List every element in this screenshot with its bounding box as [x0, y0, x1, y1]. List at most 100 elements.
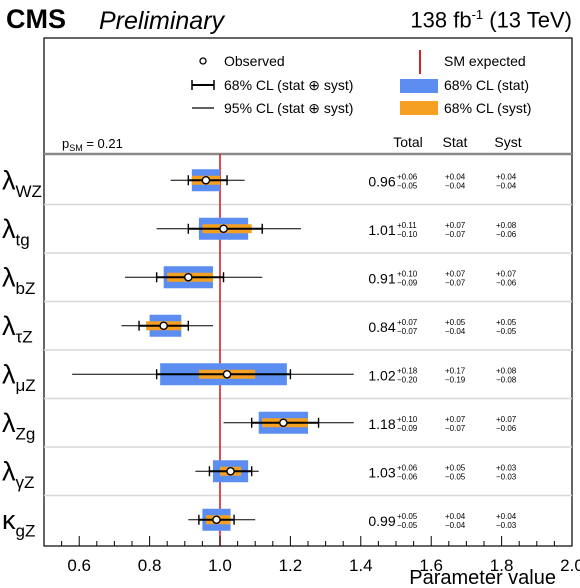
- x-tick-label: 0.8: [138, 556, 162, 575]
- stat-err-down: −0.04: [445, 521, 466, 530]
- total-err-down: −0.06: [397, 472, 418, 481]
- stat-err-up: +0.17: [445, 366, 466, 375]
- parameter-row-μz: λμZ 1.02 +0.18−0.20 +0.17−0.19 +0.08−0.08: [2, 359, 517, 395]
- x-tick-label: 2.0: [560, 556, 580, 575]
- total-err-down: −0.07: [397, 327, 418, 336]
- syst-err-up: +0.07: [496, 269, 517, 278]
- stat-err-up: +0.05: [445, 463, 466, 472]
- x-tick-label: 1.0: [208, 556, 232, 575]
- syst-err-down: −0.06: [496, 278, 517, 287]
- stat-err-up: +0.04: [445, 172, 466, 181]
- syst-err-down: −0.04: [496, 181, 517, 190]
- observed-point: [212, 515, 221, 525]
- total-value: 0.91: [368, 270, 395, 286]
- syst-err-down: −0.06: [496, 424, 517, 433]
- total-value: 1.18: [368, 416, 395, 432]
- stat-err-down: −0.07: [445, 230, 466, 239]
- stat-err-up: +0.04: [445, 512, 466, 521]
- parameter-label: λτZ: [2, 311, 33, 347]
- x-axis-title: Parameter value: [409, 567, 556, 588]
- legend-observed-marker: [199, 57, 207, 65]
- observed-point: [222, 369, 232, 379]
- legend-cl68-label: 68% CL (stat ⊕ syst): [224, 77, 353, 93]
- lumi-value: 138 fb: [410, 7, 472, 33]
- total-err-down: −0.09: [397, 278, 418, 287]
- total-value: 1.02: [368, 367, 395, 383]
- parameter-label: λγZ: [2, 456, 34, 492]
- total-err-up: +0.18: [397, 366, 418, 375]
- legend-stat-swatch: [400, 79, 438, 93]
- stat-err-down: −0.19: [445, 375, 466, 384]
- stat-err-up: +0.07: [445, 221, 466, 230]
- total-err-up: +0.10: [397, 415, 418, 424]
- status-label: Preliminary: [99, 7, 225, 35]
- syst-err-up: +0.03: [496, 463, 517, 472]
- experiment-label: CMS: [6, 4, 66, 34]
- lumi-label: 138 fb-1 (13 TeV): [410, 7, 572, 33]
- parameter-label: λtg: [2, 214, 30, 250]
- lumi-exponent: -1: [471, 7, 484, 22]
- parameter-row-tg: λtg 1.01 +0.11−0.10 +0.07−0.07 +0.08−0.06: [2, 214, 517, 250]
- observed-point: [219, 224, 228, 234]
- observed-point: [201, 175, 211, 185]
- stat-err-down: −0.04: [445, 327, 466, 336]
- column-total-header: Total: [393, 134, 423, 150]
- legend-stat-label: 68% CL (stat): [444, 77, 529, 93]
- observed-point: [184, 272, 193, 282]
- total-value: 0.96: [368, 173, 395, 189]
- legend-sm-label: SM expected: [444, 53, 526, 69]
- total-value: 0.84: [368, 319, 395, 335]
- x-tick-label: 0.6: [67, 556, 91, 575]
- x-tick-label: 1.4: [349, 556, 373, 575]
- stat-err-down: −0.05: [445, 472, 466, 481]
- total-err-up: +0.07: [397, 318, 418, 327]
- syst-err-down: −0.08: [496, 375, 517, 384]
- stat-err-down: −0.04: [445, 181, 466, 190]
- stat-err-down: −0.07: [445, 424, 466, 433]
- syst-err-up: +0.05: [496, 318, 517, 327]
- total-err-up: +0.06: [397, 172, 418, 181]
- total-value: 1.01: [368, 222, 395, 238]
- total-value: 0.99: [368, 513, 395, 529]
- observed-point: [159, 321, 168, 331]
- x-tick-label: 1.8: [490, 556, 514, 575]
- parameter-label: λWZ: [2, 165, 42, 201]
- column-headers: pSM = 0.21 Total Stat Syst: [62, 134, 522, 153]
- column-syst-header: Syst: [494, 134, 521, 150]
- total-err-down: −0.10: [397, 230, 418, 239]
- total-err-down: −0.05: [397, 521, 418, 530]
- x-tick-label: 1.6: [419, 556, 443, 575]
- parameter-row-γz: λγZ 1.03 +0.06−0.06 +0.05−0.05 +0.03−0.03: [2, 456, 517, 492]
- syst-err-up: +0.04: [496, 172, 517, 181]
- legend-observed-label: Observed: [224, 53, 285, 69]
- stat-err-up: +0.07: [445, 415, 466, 424]
- syst-err-up: +0.08: [496, 221, 517, 230]
- column-stat-header: Stat: [443, 134, 468, 150]
- legend-syst-swatch: [400, 101, 438, 115]
- legend-syst-label: 68% CL (syst): [444, 100, 531, 116]
- syst-err-down: −0.03: [496, 521, 517, 530]
- parameter-label: λZg: [2, 408, 35, 444]
- psm-label: pSM = 0.21: [62, 136, 123, 153]
- total-value: 1.03: [368, 464, 395, 480]
- observed-point: [226, 466, 235, 476]
- legend-cl95-label: 95% CL (stat ⊕ syst): [224, 100, 353, 116]
- total-err-up: +0.11: [397, 221, 417, 230]
- x-tick-label: 1.2: [279, 556, 303, 575]
- stat-err-up: +0.05: [445, 318, 466, 327]
- total-err-down: −0.05: [397, 181, 418, 190]
- syst-err-up: +0.08: [496, 366, 517, 375]
- stat-err-down: −0.07: [445, 278, 466, 287]
- syst-err-up: +0.04: [496, 512, 517, 521]
- energy-value: (13 TeV): [489, 7, 572, 33]
- syst-err-down: −0.05: [496, 327, 517, 336]
- stat-err-up: +0.07: [445, 269, 466, 278]
- observed-point: [279, 418, 288, 428]
- total-err-up: +0.05: [397, 512, 418, 521]
